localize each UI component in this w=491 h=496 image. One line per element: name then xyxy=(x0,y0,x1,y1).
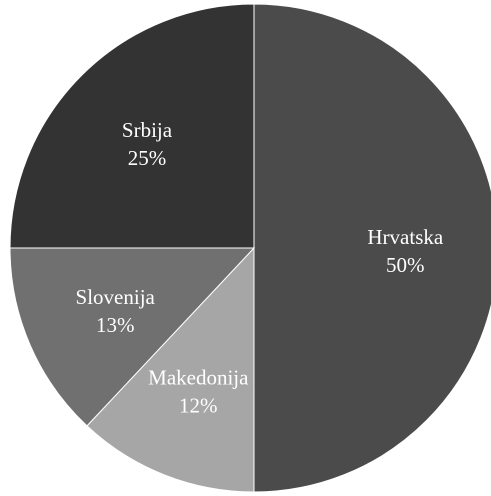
pie-slice-slovenija xyxy=(9,247,256,427)
pie-label-category: Srbija xyxy=(122,118,173,142)
pie-label-value: 50% xyxy=(386,253,425,277)
pie-label-hrvatska: Hrvatska 50% xyxy=(367,225,443,277)
pie-slice-hrvatska xyxy=(253,3,491,493)
pie-labels: Hrvatska 50% Makedonija 12% Slovenija 13% Srbi… xyxy=(76,118,444,418)
pie-label-category: Hrvatska xyxy=(367,225,443,249)
pie-label-category: Makedonija xyxy=(148,366,249,390)
pie-label-value: 13% xyxy=(96,313,135,337)
pie-label-value: 25% xyxy=(128,146,167,170)
pie-label-srbija: Srbija 25% xyxy=(122,118,173,170)
pie-slice-srbija xyxy=(9,3,255,249)
pie-label-category: Slovenija xyxy=(76,285,156,309)
pie-slice-makedonija xyxy=(86,246,255,493)
pie-label-value: 12% xyxy=(179,394,218,418)
pie-slices xyxy=(9,3,491,493)
pie-label-makedonija: Makedonija 12% xyxy=(148,366,249,418)
pie-label-slovenija: Slovenija 13% xyxy=(76,285,156,337)
